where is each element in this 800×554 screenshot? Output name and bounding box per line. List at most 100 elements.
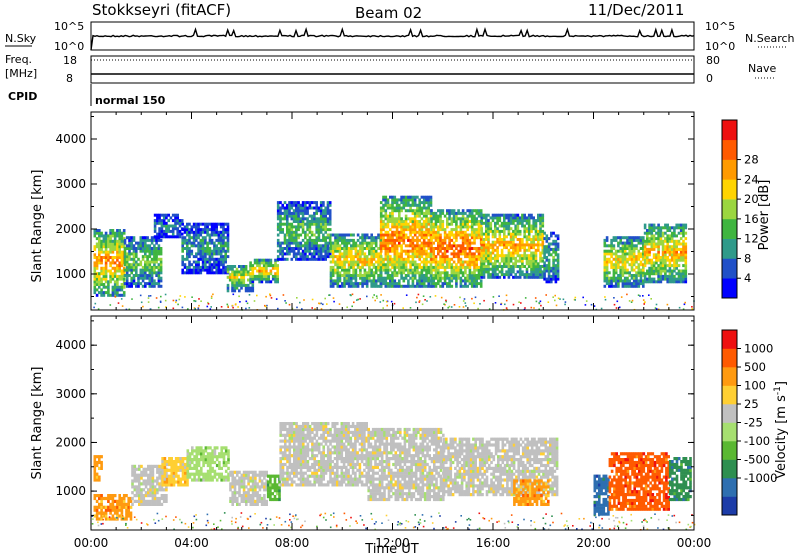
heatmap-cell <box>366 295 368 298</box>
heatmap-cell <box>509 243 513 247</box>
heatmap-cell <box>386 257 390 261</box>
heatmap-cell <box>125 494 128 498</box>
heatmap-cell <box>116 264 119 268</box>
heatmap-cell <box>422 211 426 215</box>
heatmap-cell <box>116 231 119 235</box>
heatmap-cell <box>120 253 124 257</box>
heatmap-cell <box>420 233 424 237</box>
heatmap-cell <box>386 222 390 226</box>
heatmap-cell <box>120 293 124 297</box>
heatmap-cell <box>151 499 155 503</box>
heatmap-cell <box>532 265 535 268</box>
heatmap-cell <box>521 262 524 266</box>
heatmap-cell <box>679 253 683 257</box>
heatmap-cell <box>163 480 167 484</box>
heatmap-cell <box>343 247 346 250</box>
heatmap-cell <box>425 263 428 267</box>
heatmap-cell <box>422 198 426 202</box>
heatmap-cell <box>359 271 362 275</box>
heatmap-cell <box>409 244 412 248</box>
heatmap-cell <box>496 240 499 244</box>
heatmap-cell <box>130 265 133 269</box>
heatmap-cell <box>146 263 149 267</box>
heatmap-cell <box>314 308 316 310</box>
heatmap-cell <box>104 272 108 276</box>
heatmap-cell <box>552 266 555 270</box>
heatmap-cell <box>195 460 199 465</box>
heatmap-cell <box>374 238 378 242</box>
heatmap-cell <box>434 257 438 261</box>
heatmap-cell <box>153 485 157 489</box>
heatmap-cell <box>404 225 408 229</box>
heatmap-cell <box>219 236 223 240</box>
heatmap-cell <box>186 252 189 256</box>
heatmap-cell <box>489 224 493 228</box>
heatmap-cell <box>655 266 658 270</box>
heatmap-cell <box>684 301 686 304</box>
heatmap-cell <box>352 247 355 250</box>
heatmap-cell <box>632 244 636 248</box>
heatmap-cell <box>374 255 378 259</box>
heatmap-cell <box>543 247 546 251</box>
heatmap-cell <box>505 224 508 228</box>
heatmap-cell <box>487 221 490 225</box>
heatmap-cell <box>512 216 515 220</box>
heatmap-cell <box>304 236 307 240</box>
nsky-label: N.Sky <box>5 32 37 45</box>
heatmap-cell <box>361 247 364 250</box>
heatmap-cell <box>441 276 445 280</box>
heatmap-cell <box>338 236 342 240</box>
heatmap-cell <box>158 219 161 223</box>
heatmap-cell <box>168 477 171 481</box>
heatmap-cell <box>98 460 101 465</box>
heatmap-cell <box>222 241 225 245</box>
heatmap-cell <box>650 234 654 238</box>
heatmap-cell <box>547 247 551 251</box>
heatmap-cell <box>160 229 164 233</box>
heatmap-cell <box>199 241 203 245</box>
heatmap-cell <box>328 214 332 218</box>
heatmap-cell <box>494 275 497 279</box>
heatmap-cell <box>141 276 145 280</box>
heatmap-cell <box>503 213 506 217</box>
heatmap-cell <box>547 250 551 254</box>
heatmap-cell <box>349 294 352 296</box>
heatmap-cell <box>226 225 230 229</box>
heatmap-cell <box>389 257 392 261</box>
heatmap-cell <box>534 235 538 239</box>
heatmap-cell <box>319 257 323 261</box>
heatmap-cell <box>450 209 454 213</box>
heatmap-cell <box>192 265 196 269</box>
heatmap-cell <box>614 271 618 275</box>
heatmap-cell <box>525 219 529 223</box>
heatmap-cell <box>610 265 613 269</box>
heatmap-cell <box>206 268 209 272</box>
heatmap-cell <box>516 251 520 255</box>
heatmap-cell <box>400 268 403 272</box>
heatmap-cell <box>267 280 270 284</box>
heatmap-cell <box>547 280 551 284</box>
heatmap-cell <box>186 271 189 275</box>
heatmap-cell <box>448 236 451 240</box>
heatmap-cell <box>605 260 609 264</box>
heatmap-cell <box>240 281 243 285</box>
heatmap-cell <box>319 217 323 221</box>
heatmap-cell <box>559 298 561 300</box>
heatmap-cell <box>118 229 121 232</box>
heatmap-cell <box>530 238 533 241</box>
heatmap-cell <box>331 233 335 237</box>
heatmap-cell <box>384 214 388 218</box>
heatmap-cell <box>160 221 164 225</box>
heatmap-cell <box>102 269 106 273</box>
heatmap-cell <box>404 201 408 205</box>
heatmap-cell <box>107 253 110 257</box>
heatmap-cell <box>461 220 465 223</box>
heatmap-cell <box>505 256 508 260</box>
heatmap-cell <box>459 257 463 261</box>
heatmap-cell <box>98 250 101 254</box>
heatmap-cell <box>507 273 511 277</box>
heatmap-cell <box>142 467 146 471</box>
heatmap-cell <box>657 245 660 249</box>
heatmap-cell <box>632 247 636 250</box>
heatmap-cell <box>313 238 316 242</box>
